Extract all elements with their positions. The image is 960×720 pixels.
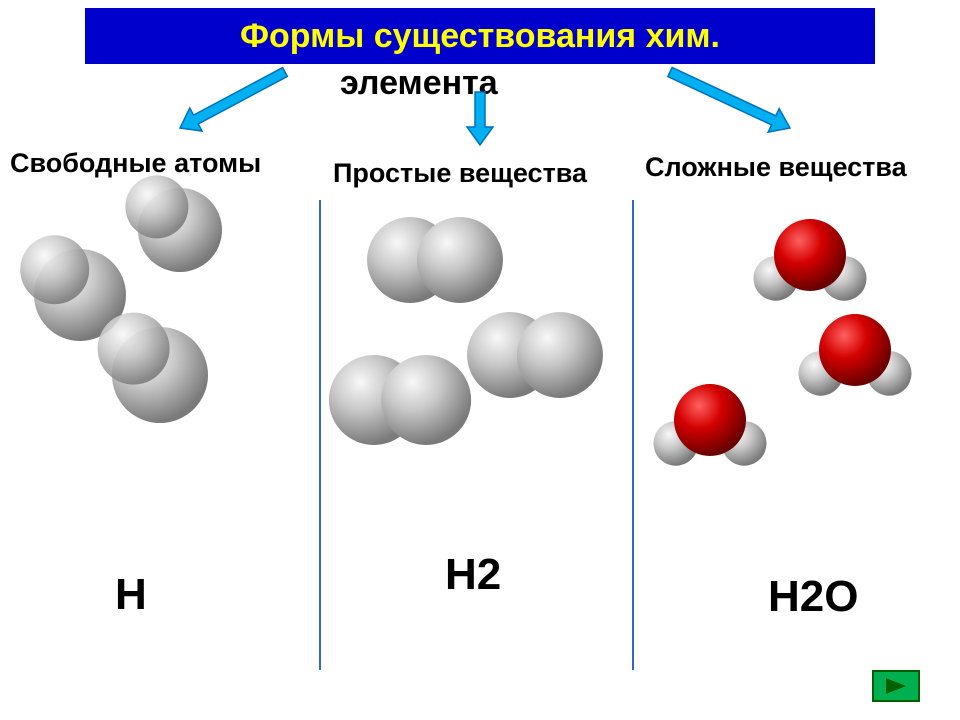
formula-h2o: H2O — [768, 572, 858, 622]
formula-h2: H2 — [445, 550, 501, 600]
h2-molecules-group — [320, 0, 640, 500]
h2o-molecules-group — [630, 0, 960, 520]
free-atoms-group — [0, 0, 320, 500]
next-button[interactable] — [872, 670, 920, 702]
formula-h: H — [115, 570, 147, 620]
